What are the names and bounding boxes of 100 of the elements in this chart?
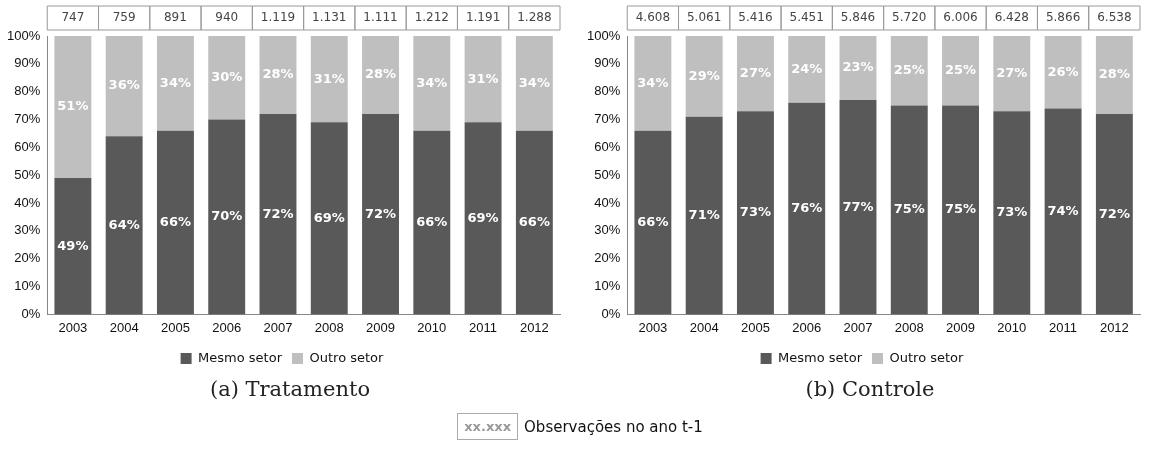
y-tick-label: 40% [14, 194, 41, 210]
data-label: 66% [159, 213, 191, 229]
data-label: 74% [1047, 202, 1079, 218]
legend-label: Mesmo setor [778, 349, 863, 365]
bar [310, 122, 348, 315]
data-label: 64% [108, 216, 140, 232]
bar [259, 36, 297, 114]
data-label: 34% [637, 74, 669, 90]
bar [208, 36, 246, 120]
data-label: 28% [1098, 66, 1130, 82]
x-tick-label: 2011 [1049, 319, 1078, 335]
y-tick-label: 60% [14, 138, 41, 154]
bar [634, 36, 672, 131]
data-label: 75% [893, 201, 925, 217]
y-tick-label: 80% [14, 83, 41, 99]
x-tick-label: 2011 [469, 319, 498, 335]
y-tick-label: 90% [14, 55, 41, 71]
legend-label: Outro setor [309, 349, 385, 365]
text: 891 [163, 10, 187, 25]
data-label: 26% [1047, 63, 1079, 79]
y-tick-label: 10% [594, 278, 621, 294]
bar [362, 36, 399, 114]
x-tick-label: 2005 [740, 319, 770, 335]
data-label: 36% [108, 77, 140, 93]
y-tick-label: 60% [594, 138, 621, 154]
bar [156, 130, 194, 315]
data-label: 70% [211, 208, 243, 224]
x-tick-label: 2005 [160, 319, 190, 335]
x-tick-label: 2006 [792, 319, 822, 335]
bar [993, 111, 1031, 315]
y-tick-label: 30% [594, 222, 621, 238]
data-label: 31% [467, 70, 499, 86]
y-tick-label: 40% [594, 194, 621, 210]
x-tick-label: 2009 [366, 319, 395, 335]
data-label: 72% [364, 205, 397, 221]
x-tick-label: 2003 [638, 319, 668, 335]
data-label: 31% [313, 70, 345, 86]
bar [413, 130, 451, 315]
bar [736, 111, 774, 315]
bar [1044, 108, 1082, 315]
data-label: 72% [262, 205, 294, 221]
data-label: 69% [467, 209, 499, 225]
bar [156, 36, 194, 131]
text: xx.xxx [457, 413, 519, 440]
data-label: 51% [57, 98, 89, 114]
data-label: 66% [637, 213, 669, 229]
text: 5.416 [738, 10, 773, 25]
data-label: 34% [416, 74, 448, 90]
data-label: 66% [518, 213, 550, 229]
text: 4.608 [635, 10, 671, 25]
data-label: 24% [791, 60, 823, 76]
data-label: 75% [944, 201, 977, 217]
data-label: 76% [791, 199, 823, 215]
bar [788, 102, 826, 315]
data-label: 25% [893, 62, 925, 78]
y-tick-label: 10% [14, 278, 41, 294]
bar [634, 130, 672, 315]
data-label: 27% [739, 64, 771, 80]
text: (a) Tratamento [208, 377, 372, 401]
text: 6.006 [943, 10, 978, 25]
text: 1.111 [363, 10, 398, 25]
data-label: 73% [739, 204, 771, 220]
y-tick-label: 50% [594, 166, 621, 182]
text: 5.866 [1045, 10, 1081, 25]
data-label: 28% [364, 66, 397, 82]
y-tick-label: 50% [14, 166, 41, 182]
data-label: 27% [996, 64, 1028, 80]
x-tick-label: 2010 [417, 319, 447, 335]
text: 5.846 [840, 10, 876, 25]
text: 747 [61, 10, 85, 25]
x-tick-label: 2008 [314, 319, 344, 335]
data-label: 28% [262, 66, 294, 82]
y-tick-label: 0% [21, 305, 41, 321]
text: 1.288 [517, 10, 552, 25]
bar [890, 36, 928, 106]
text: 1.212 [414, 10, 449, 25]
y-tick-label: 90% [594, 55, 621, 71]
text: 5.451 [789, 10, 824, 25]
data-label: 77% [842, 198, 874, 214]
data-label: 34% [518, 74, 550, 90]
y-tick-label: 70% [14, 111, 41, 127]
bar [259, 113, 297, 315]
data-label: 30% [211, 69, 243, 85]
y-tick-label: 30% [14, 222, 41, 238]
bar [890, 105, 928, 315]
bar [464, 36, 502, 123]
bar [839, 36, 877, 101]
x-tick-label: 2008 [894, 319, 924, 335]
bar [54, 177, 92, 315]
bar [942, 105, 979, 315]
y-tick-label: 0% [601, 305, 621, 321]
y-tick-label: 70% [594, 111, 621, 127]
x-tick-label: 2004 [109, 319, 139, 335]
y-tick-label: 100% [587, 27, 621, 43]
x-tick-label: 2010 [997, 319, 1027, 335]
y-tick-label: 100% [7, 27, 41, 43]
y-tick-label: 20% [594, 250, 621, 266]
x-tick-label: 2004 [689, 319, 719, 335]
bar [993, 36, 1031, 112]
bar [105, 36, 143, 137]
